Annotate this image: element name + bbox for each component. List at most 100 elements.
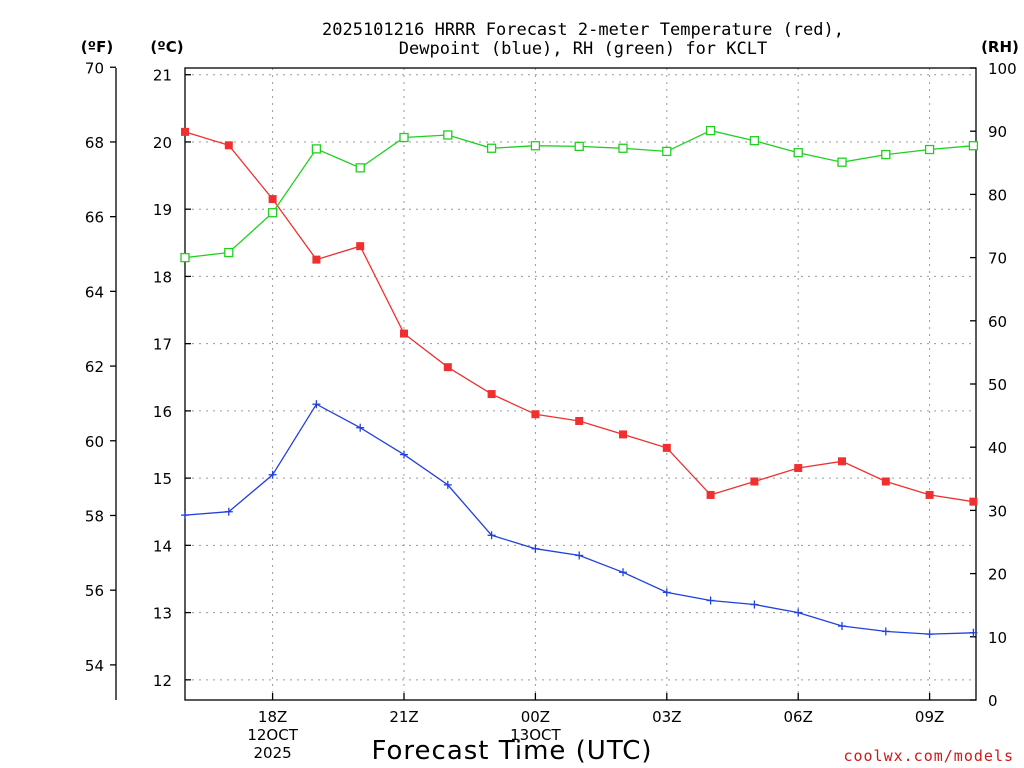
- rh-tick-label: 80: [988, 186, 1007, 204]
- fahrenheit-tick-label: 58: [85, 507, 104, 525]
- celsius-tick-label: 14: [153, 537, 172, 555]
- x-tick-label: 13OCT: [510, 726, 561, 744]
- rh-tick-label: 50: [988, 376, 1007, 394]
- celsius-tick-label: 21: [153, 67, 172, 85]
- 2-meter-temperature-point: [181, 127, 189, 136]
- 2-meter-temperature-point: [487, 390, 496, 399]
- x-tick-label: 09Z: [915, 708, 944, 726]
- celsius-tick-label: 16: [153, 403, 172, 421]
- x-tick-label: 2025: [254, 744, 292, 762]
- dewpoint-point: [706, 596, 715, 605]
- 2-meter-temperature-point: [662, 443, 671, 452]
- 2-meter-temperature-point: [575, 416, 584, 425]
- celsius-tick-label: 15: [153, 470, 172, 488]
- dewpoint-point: [838, 622, 846, 631]
- rh-tick-label: 60: [988, 313, 1007, 331]
- rh-tick-label: 20: [988, 566, 1007, 584]
- 2-meter-temperature-point: [794, 464, 803, 473]
- x-tick-label: 00Z: [521, 708, 550, 726]
- grid-lines: [185, 68, 976, 700]
- dewpoint-point: [969, 628, 978, 637]
- rh-point: [968, 141, 979, 151]
- 2-meter-temperature-line: [184, 131, 974, 503]
- 2-meter-temperature-point: [312, 255, 321, 264]
- plot-frame: [184, 67, 977, 701]
- rh-point: [749, 136, 760, 146]
- dewpoint-point: [925, 630, 934, 639]
- dewpoint-line: [184, 403, 974, 635]
- fahrenheit-tick-label: 56: [85, 582, 104, 600]
- rh-point: [224, 247, 234, 258]
- rh-tick-label: 0: [988, 692, 998, 710]
- 2-meter-temperature-point: [268, 195, 277, 204]
- 2-meter-temperature-point: [619, 430, 627, 439]
- fahrenheit-tick-label: 64: [85, 283, 104, 301]
- rh-point: [530, 141, 541, 151]
- chart-title-line1: 2025101216 HRRR Forecast 2-meter Tempera…: [322, 20, 844, 40]
- celsius-tick-label: 19: [153, 201, 172, 219]
- 2-meter-temperature-point: [925, 490, 934, 499]
- rh-point: [355, 163, 365, 173]
- rh-point: [924, 144, 935, 155]
- dewpoint-point: [881, 627, 890, 636]
- dewpoint-point: [312, 400, 321, 409]
- rh-tick-label: 30: [988, 502, 1007, 520]
- dewpoint-point: [181, 511, 189, 520]
- rh-point: [881, 149, 891, 160]
- rh-tick-label: 10: [988, 629, 1007, 647]
- tick-labels: 12 13 14 15 16 17 18 19 20 21 54 56 58 60 62 64 66 68 70 0 1…: [85, 59, 1017, 762]
- chart-title-line2: Dewpoint (blue), RH (green) for KCLT: [399, 39, 767, 59]
- rh-tick-label: 100: [988, 60, 1017, 78]
- celsius-tick-label: 17: [153, 336, 172, 354]
- rh-point: [267, 208, 278, 218]
- rh-point: [443, 130, 453, 140]
- 2-meter-temperature-point: [750, 477, 759, 486]
- x-tick-label: 03Z: [652, 708, 681, 726]
- dewpoint-point: [531, 544, 540, 553]
- rh-point: [486, 143, 497, 153]
- fahrenheit-tick-label: 54: [85, 657, 104, 675]
- dewpoint-point: [268, 470, 277, 479]
- axes: [110, 66, 977, 701]
- rh-point: [705, 125, 716, 136]
- dewpoint-point: [443, 480, 452, 489]
- fahrenheit-unit-label: (ºF): [81, 38, 113, 56]
- fahrenheit-tick-label: 68: [85, 134, 104, 152]
- data-series: [180, 125, 979, 639]
- dewpoint-point: [487, 531, 496, 540]
- celsius-unit-label: (ºC): [150, 38, 183, 56]
- celsius-tick-label: 12: [153, 672, 172, 690]
- x-tick-label: 12OCT: [247, 726, 298, 744]
- dewpoint-point: [575, 551, 584, 560]
- credit-text: coolwx.com/models: [843, 747, 1014, 765]
- rh-point: [837, 157, 847, 167]
- 2-meter-temperature-point: [969, 497, 978, 506]
- 2-meter-temperature-point: [881, 477, 890, 486]
- x-tick-label: 06Z: [784, 708, 813, 726]
- rh-point: [793, 148, 803, 158]
- 2-meter-temperature-point: [443, 363, 452, 372]
- 2-meter-temperature-point: [706, 490, 715, 499]
- dewpoint-point: [619, 568, 627, 577]
- rh-unit-label: (RH): [981, 38, 1019, 56]
- x-axis-title: Forecast Time (UTC): [371, 736, 652, 766]
- rh-point: [311, 144, 322, 154]
- 2-meter-temperature-point: [531, 410, 540, 419]
- x-tick-label: 18Z: [258, 708, 287, 726]
- rh-point: [618, 143, 628, 153]
- rh-tick-label: 70: [988, 250, 1007, 268]
- dewpoint-point: [356, 423, 365, 432]
- 2-meter-temperature-point: [356, 242, 365, 251]
- dewpoint-point: [662, 588, 671, 597]
- fahrenheit-tick-label: 66: [85, 209, 104, 227]
- 2-meter-temperature-point: [838, 457, 846, 466]
- dewpoint-point: [400, 450, 408, 459]
- rh-point: [180, 252, 190, 263]
- fahrenheit-tick-label: 62: [85, 358, 104, 376]
- x-tick-label: 21Z: [389, 708, 418, 726]
- rh-tick-label: 90: [988, 123, 1007, 141]
- rh-point: [399, 132, 409, 143]
- celsius-tick-label: 13: [153, 605, 172, 623]
- dewpoint-point: [224, 507, 233, 516]
